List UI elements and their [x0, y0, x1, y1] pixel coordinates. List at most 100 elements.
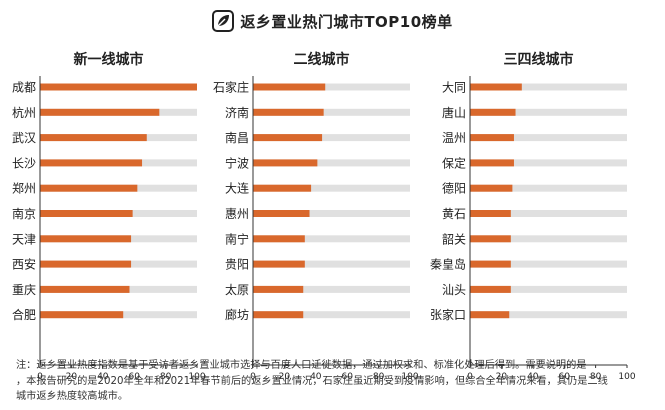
category-label: 长沙: [12, 156, 36, 170]
bar: [470, 83, 522, 91]
bar-track: [470, 235, 627, 243]
bar-track: [253, 285, 410, 293]
x-tick-label: 20: [496, 372, 508, 382]
bar: [40, 260, 132, 268]
bar: [470, 285, 511, 293]
bar: [40, 285, 130, 293]
bar-track: [470, 311, 627, 319]
bar: [40, 235, 132, 243]
bar-track: [253, 184, 410, 192]
category-label: 杭州: [12, 105, 36, 120]
category-label: 大同: [442, 81, 466, 95]
bar-track: [253, 235, 410, 243]
category-label: 温州: [442, 131, 466, 145]
category-label: 惠州: [225, 207, 249, 221]
category-label: 贵阳: [225, 258, 249, 272]
title-row: 返乡置业热门城市TOP10榜单: [0, 9, 665, 33]
category-label: 太原: [225, 282, 249, 297]
x-tick-label: 40: [97, 372, 109, 382]
x-tick-label: 20: [279, 372, 291, 382]
category-label: 天津: [12, 232, 36, 246]
category-label: 合肥: [12, 307, 36, 322]
x-tick-label: 0: [467, 372, 473, 382]
x-tick-label: 40: [527, 372, 539, 382]
bar: [470, 134, 514, 142]
bar-track: [253, 134, 410, 142]
bar: [40, 159, 143, 167]
bar: [470, 311, 510, 319]
x-tick-label: 80: [590, 372, 602, 382]
category-label: 成都: [12, 81, 36, 95]
category-label: 黄石: [442, 207, 466, 221]
bar-track: [253, 260, 410, 268]
bar-track: [470, 134, 627, 142]
x-tick-label: 0: [37, 372, 43, 382]
x-tick-label: 60: [128, 372, 140, 382]
bar: [470, 210, 511, 217]
bar-track: [470, 210, 627, 217]
bar-track: [253, 108, 410, 116]
chart-title: 二线城市: [294, 51, 350, 68]
bar: [40, 83, 197, 91]
bar: [40, 311, 124, 319]
category-label: 张家口: [430, 307, 466, 322]
footnote: 注：返乡置业热度指数是基于受访者返乡置业城市选择与百度人口迁徙数据，通过加权求和…: [16, 358, 650, 405]
category-label: 秦皇岛: [430, 257, 466, 272]
bar: [470, 159, 514, 167]
category-label: 石家庄: [213, 80, 249, 95]
category-label: 南京: [12, 206, 36, 221]
bar: [470, 235, 511, 243]
bar: [253, 285, 304, 293]
category-label: 韶关: [442, 231, 466, 246]
bar: [253, 311, 304, 319]
bar: [470, 108, 516, 116]
x-tick-label: 40: [310, 372, 322, 382]
x-tick-label: 100: [618, 372, 635, 382]
bar: [40, 184, 138, 192]
bar-track: [470, 83, 627, 91]
bar: [470, 260, 511, 268]
category-label: 南宁: [225, 231, 249, 246]
x-tick-label: 100: [188, 372, 205, 382]
footnote-line: 注：返乡置业热度指数是基于受访者返乡置业城市选择与百度人口迁徙数据，通过加权求和…: [16, 360, 587, 371]
bar: [253, 260, 305, 268]
x-tick-label: 100: [401, 372, 418, 382]
bar: [253, 83, 326, 91]
page-title: 返乡置业热门城市TOP10榜单: [240, 12, 453, 31]
bar: [40, 210, 133, 217]
footnote-line: ，本报告研究的是2020年全年和2021年春节前后的返乡置业情况，石家庄虽近期受…: [16, 375, 608, 387]
chart-title: 新一线城市: [74, 51, 144, 68]
category-label: 西安: [12, 257, 36, 272]
footnote-line: 城市返乡热度较高城市。: [16, 391, 129, 402]
bar-track: [253, 159, 410, 167]
bar: [470, 184, 513, 192]
category-label: 廊坊: [225, 307, 249, 322]
category-label: 唐山: [442, 105, 466, 120]
bar: [253, 235, 305, 243]
bar: [40, 108, 160, 116]
category-label: 济南: [225, 105, 249, 120]
bar: [40, 134, 147, 142]
x-tick-label: 80: [373, 372, 385, 382]
bar: [253, 184, 312, 192]
bar-track: [253, 83, 410, 91]
bar-track: [470, 285, 627, 293]
x-tick-label: 60: [341, 372, 353, 382]
category-label: 大连: [225, 181, 249, 196]
chart-title: 三四线城市: [504, 51, 574, 68]
x-tick-label: 60: [558, 372, 570, 382]
category-label: 南昌: [225, 130, 249, 145]
bar-track: [253, 311, 410, 319]
category-label: 汕头: [442, 283, 466, 297]
x-tick-label: 0: [250, 372, 256, 382]
category-label: 重庆: [12, 283, 36, 297]
bar-track: [470, 159, 627, 167]
x-tick-label: 20: [66, 372, 78, 382]
category-label: 宁波: [225, 155, 249, 170]
bar-track: [470, 260, 627, 268]
bar: [253, 210, 310, 217]
bar: [253, 134, 323, 142]
